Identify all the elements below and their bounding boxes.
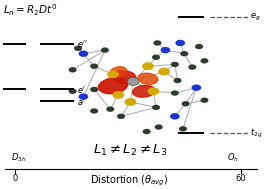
- Circle shape: [192, 84, 201, 91]
- Circle shape: [69, 89, 77, 94]
- Circle shape: [179, 126, 187, 132]
- Circle shape: [106, 106, 114, 112]
- Text: Distortion ($\theta_{avg}$): Distortion ($\theta_{avg}$): [90, 174, 168, 188]
- Circle shape: [182, 101, 190, 106]
- Text: $a^{\prime}$: $a^{\prime}$: [77, 96, 86, 107]
- Circle shape: [125, 98, 136, 106]
- Ellipse shape: [98, 78, 128, 94]
- Circle shape: [200, 98, 208, 103]
- Circle shape: [175, 40, 185, 46]
- Circle shape: [174, 78, 182, 83]
- Circle shape: [74, 46, 82, 51]
- Circle shape: [112, 91, 124, 99]
- Circle shape: [147, 87, 159, 95]
- Text: $L_n = R_2Dt^0$: $L_n = R_2Dt^0$: [3, 3, 57, 18]
- Circle shape: [107, 70, 119, 78]
- Circle shape: [90, 64, 98, 69]
- Circle shape: [79, 50, 88, 57]
- Circle shape: [161, 47, 170, 53]
- Circle shape: [143, 129, 151, 134]
- Circle shape: [158, 68, 170, 76]
- Text: $e_g$: $e_g$: [250, 12, 261, 22]
- Text: $L_1 \neq L_2 \neq L_3$: $L_1 \neq L_2 \neq L_3$: [93, 143, 168, 158]
- Circle shape: [90, 108, 98, 114]
- Circle shape: [69, 67, 77, 72]
- Circle shape: [155, 124, 163, 130]
- Circle shape: [90, 87, 98, 92]
- Ellipse shape: [110, 67, 127, 76]
- Circle shape: [171, 90, 179, 96]
- Ellipse shape: [112, 71, 136, 83]
- Circle shape: [127, 77, 139, 85]
- Text: $O_h$: $O_h$: [227, 151, 239, 164]
- Circle shape: [171, 62, 179, 67]
- Text: 60: 60: [235, 174, 246, 183]
- Text: $e^{\prime\prime}$: $e^{\prime\prime}$: [77, 38, 87, 49]
- Circle shape: [153, 40, 161, 46]
- Circle shape: [188, 64, 196, 70]
- Circle shape: [180, 51, 188, 56]
- Circle shape: [195, 44, 203, 49]
- Text: $t_{2g}$: $t_{2g}$: [250, 127, 263, 140]
- Text: $e^{\prime}$: $e^{\prime}$: [77, 84, 86, 95]
- Circle shape: [200, 58, 208, 64]
- Circle shape: [170, 113, 180, 120]
- Text: $D_{3h}$: $D_{3h}$: [11, 151, 27, 164]
- Circle shape: [117, 114, 125, 119]
- Ellipse shape: [133, 85, 155, 97]
- Ellipse shape: [138, 73, 158, 84]
- Text: 0: 0: [12, 174, 17, 183]
- Circle shape: [152, 105, 160, 110]
- Circle shape: [152, 55, 160, 60]
- Circle shape: [79, 93, 88, 100]
- Circle shape: [142, 62, 154, 70]
- Circle shape: [101, 47, 109, 53]
